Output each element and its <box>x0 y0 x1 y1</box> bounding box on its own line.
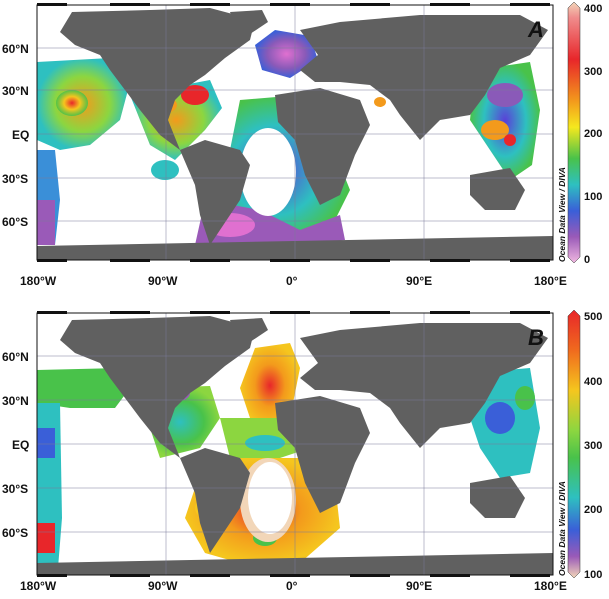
colorbar-b <box>567 309 581 579</box>
lat-label: 60°S <box>2 526 28 540</box>
lon-label: 90°W <box>148 579 178 593</box>
panel-label-b: B <box>528 325 544 350</box>
lon-label: 90°E <box>406 579 432 593</box>
lon-label: 180°E <box>534 579 567 593</box>
lat-label: EQ <box>12 438 29 452</box>
graticule-a <box>37 5 553 260</box>
map-panel-a: 60°N 30°N EQ 30°S 60°S 180°W 90°W 0° 90°… <box>0 0 609 297</box>
colorbar-tick: 500 <box>584 311 602 323</box>
lon-label: 180°E <box>534 274 567 288</box>
lon-label: 0° <box>286 274 298 288</box>
lat-label: 30°S <box>2 172 28 186</box>
colorbar-tick: 400 <box>584 376 602 388</box>
panel-label-a: A <box>527 17 544 42</box>
lat-label: 30°N <box>2 84 29 98</box>
lat-label: 60°S <box>2 215 28 229</box>
lat-label: 60°N <box>2 350 29 364</box>
colorbar-tick: 100 <box>584 569 602 581</box>
colorbar-tick: 400 <box>584 3 602 15</box>
frame-ticks-a <box>37 3 550 262</box>
lon-label: 180°W <box>20 579 57 593</box>
lon-label: 90°E <box>406 274 432 288</box>
colorbar-tick: 0 <box>584 254 590 266</box>
odv-credit: Ocean Data View / DIVA <box>557 167 567 262</box>
colorbar-tick: 200 <box>584 128 602 140</box>
colorbar-tick: 300 <box>584 66 602 78</box>
colorbar-tick: 300 <box>584 440 602 452</box>
lat-label: 60°N <box>2 42 29 56</box>
graticule-b <box>37 313 553 575</box>
frame-ticks-b <box>37 311 550 577</box>
lat-label: 30°N <box>2 394 29 408</box>
lon-label: 0° <box>286 579 298 593</box>
odv-credit: Ocean Data View / DIVA <box>557 481 567 576</box>
colorbar-tick: 200 <box>584 504 602 516</box>
colorbar-a <box>567 1 581 264</box>
lon-label: 180°W <box>20 274 57 288</box>
colorbar-tick: 100 <box>584 191 602 203</box>
lon-label: 90°W <box>148 274 178 288</box>
lat-label: EQ <box>12 128 29 142</box>
map-panel-b: 60°N 30°N EQ 30°S 60°S 180°W 90°W 0° 90°… <box>0 308 609 594</box>
lat-label: 30°S <box>2 482 28 496</box>
